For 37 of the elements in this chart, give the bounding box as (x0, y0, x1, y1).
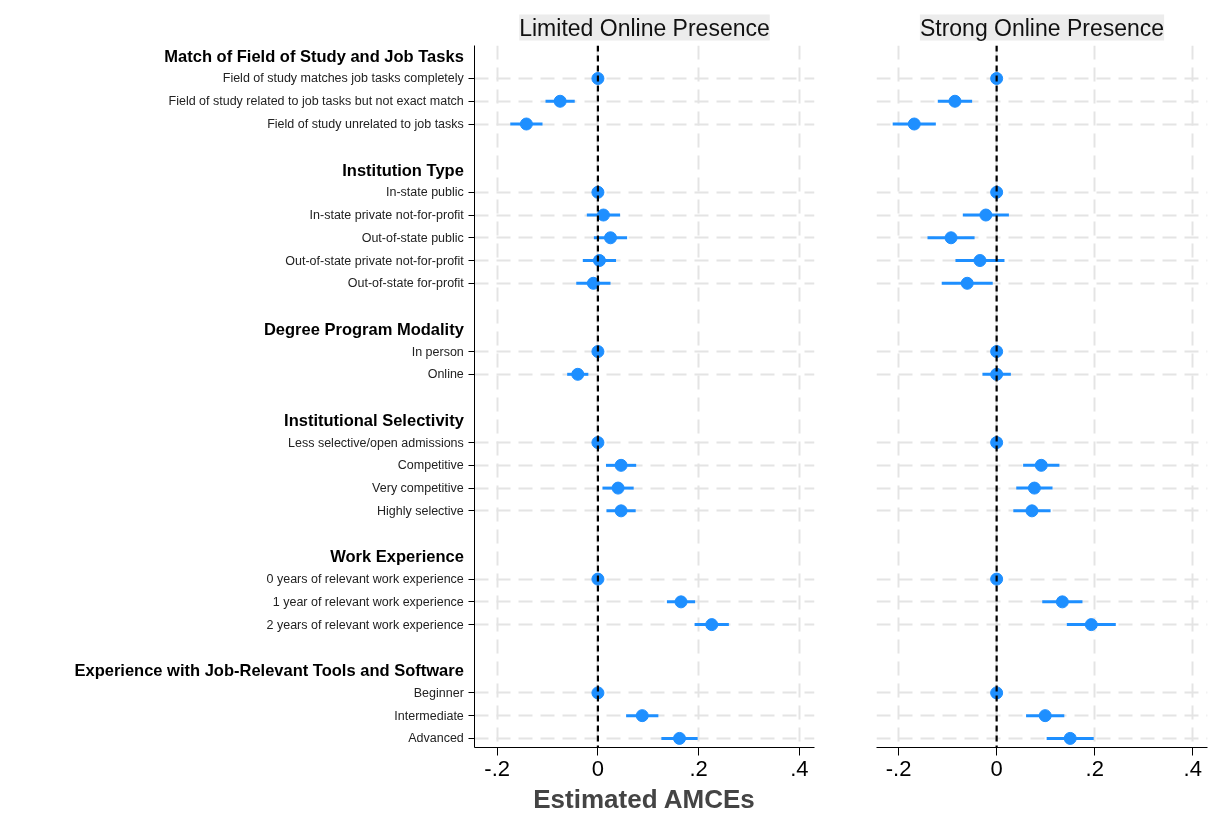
x-axis-title: Estimated AMCEs (533, 783, 755, 814)
y-tick-label: Highly selective (376, 503, 464, 518)
y-tick-label: Very competitive (372, 481, 464, 496)
y-tick-label: Online (427, 367, 464, 382)
y-tick-label: Out-of-state private not-for-profit (285, 253, 465, 268)
x-tick-label: -.2 (885, 755, 912, 781)
x-tick-label: -.2 (484, 755, 511, 781)
y-tick-label: 1 year of relevant work experience (272, 594, 464, 609)
x-tick-label: .2 (1085, 755, 1104, 781)
chart-title: Strong Online Presence (919, 14, 1165, 41)
x-tick-label: .4 (790, 755, 809, 781)
y-tick-label: In person (411, 344, 464, 359)
x-tick-label: .4 (1183, 755, 1202, 781)
y-tick-label: Competitive (397, 458, 464, 473)
x-tick-label: .2 (689, 755, 708, 781)
y-tick-label: 0 years of relevant work experience (266, 572, 464, 587)
y-tick-label: Intermediate (394, 708, 464, 723)
y-tick-label: Field of study unrelated to job tasks (267, 117, 464, 132)
y-tick-label: Degree Program Modality (263, 319, 465, 338)
x-tick-label: 0 (591, 755, 605, 781)
y-tick-label: Less selective/open admissions (288, 435, 464, 450)
y-tick-label: Field of study related to job tasks but not exact match (168, 94, 464, 109)
y-tick-label: Out-of-state for-profit (347, 276, 465, 291)
y-tick-label: Advanced (408, 731, 464, 746)
y-tick-label: Institutional Selectivity (284, 410, 465, 429)
chart-title: Limited Online Presence (519, 14, 770, 41)
y-tick-label: Beginner (413, 685, 464, 700)
y-tick-label: Match of Field of Study and Job Tasks (164, 46, 464, 65)
y-tick-label: In-state public (386, 185, 464, 200)
y-tick-label: In-state private not-for-profit (309, 208, 465, 223)
x-tick-label: 0 (990, 755, 1003, 781)
y-tick-label: Experience with Job-Relevant Tools and Software (74, 661, 464, 680)
y-tick-label: Field of study matches job tasks completely (222, 71, 465, 86)
y-tick-label: Work Experience (330, 547, 464, 566)
y-tick-label: 2 years of relevant work experience (266, 617, 464, 632)
y-tick-label: Institution Type (342, 160, 464, 179)
y-tick-label: Out-of-state public (361, 230, 464, 245)
